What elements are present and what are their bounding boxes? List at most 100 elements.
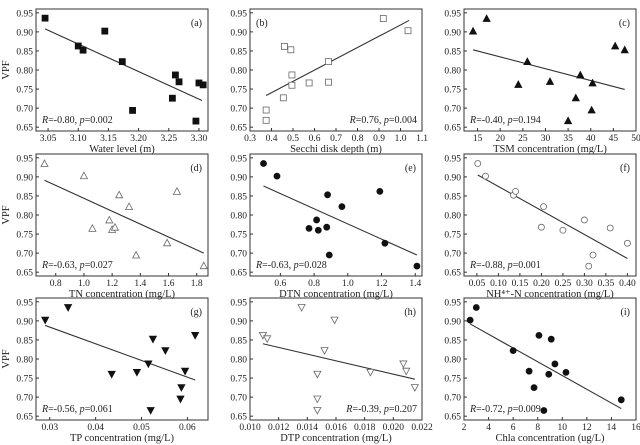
stat-value: = bbox=[352, 404, 358, 415]
stat-symbol: R bbox=[469, 404, 476, 415]
correlation-annotation: R=-0.63, p=0.028 bbox=[255, 260, 327, 271]
plot-frame bbox=[35, 8, 209, 132]
y-axis-label: VPF bbox=[1, 60, 12, 79]
data-point bbox=[161, 347, 170, 355]
y-tick-label: 0.65 bbox=[16, 413, 33, 423]
y-tick-label: 0.75 bbox=[16, 375, 33, 385]
x-tick-label: 15 bbox=[473, 134, 483, 144]
data-point bbox=[545, 77, 555, 85]
x-tick-label: 3.05 bbox=[40, 134, 57, 144]
stat-value: = bbox=[85, 404, 91, 415]
y-tick-label: 0.85 bbox=[444, 192, 461, 202]
x-tick-label: 0.018 bbox=[354, 423, 376, 433]
data-point bbox=[525, 367, 533, 375]
stat-value: = bbox=[85, 260, 91, 271]
stat-value: 0.027 bbox=[90, 260, 113, 271]
data-point bbox=[175, 78, 183, 86]
x-tick-label: 12 bbox=[582, 423, 592, 433]
data-point bbox=[617, 396, 625, 404]
x-tick-label: 1.4 bbox=[409, 279, 421, 289]
data-point bbox=[262, 116, 270, 124]
y-tick-label: 0.90 bbox=[444, 173, 461, 183]
panel-label: (f) bbox=[620, 163, 630, 174]
data-point bbox=[338, 203, 346, 211]
y-tick-label: 0.95 bbox=[444, 9, 461, 19]
data-point bbox=[199, 261, 208, 270]
stat-value: -0.63, bbox=[54, 260, 80, 271]
stat-value: = bbox=[299, 260, 305, 271]
x-tick-label: 16 bbox=[631, 423, 640, 433]
stat-value: -0.40, bbox=[482, 115, 508, 126]
y-tick-label: 0.70 bbox=[16, 250, 33, 260]
y-tick-label: 0.70 bbox=[444, 250, 461, 260]
y-tick-label: 0.90 bbox=[16, 317, 33, 327]
y-tick-label: 0.90 bbox=[230, 173, 247, 183]
data-point bbox=[74, 42, 82, 50]
data-point bbox=[110, 222, 120, 231]
y-tick-label: 0.85 bbox=[16, 336, 33, 346]
data-point bbox=[563, 116, 573, 125]
stat-value: 0.028 bbox=[304, 260, 327, 271]
y-tick-label: 0.85 bbox=[230, 47, 247, 57]
stat-symbol: R bbox=[255, 260, 262, 271]
stat-symbol: R bbox=[41, 115, 48, 126]
x-tick-label: 0.010 bbox=[239, 423, 261, 433]
stat-symbol: p bbox=[383, 115, 389, 126]
x-tick-label: 0.8 bbox=[352, 134, 364, 144]
stat-symbol: R bbox=[41, 260, 48, 271]
plot-frame bbox=[249, 297, 423, 421]
y-tick-label: 0.70 bbox=[16, 394, 33, 404]
data-point bbox=[168, 94, 176, 102]
data-point bbox=[279, 94, 287, 102]
data-point bbox=[379, 15, 387, 22]
y-tick-label: 0.95 bbox=[16, 9, 33, 19]
data-point bbox=[180, 367, 190, 376]
data-point bbox=[540, 203, 547, 211]
data-point bbox=[323, 223, 331, 231]
data-point bbox=[325, 78, 332, 86]
y-tick-label: 0.85 bbox=[444, 336, 461, 346]
y-tick-label: 0.65 bbox=[16, 269, 33, 279]
x-tick-label: 14 bbox=[607, 423, 617, 433]
data-point bbox=[376, 187, 384, 195]
stat-value: = bbox=[48, 260, 54, 271]
y-tick-label: 0.95 bbox=[230, 298, 247, 308]
x-tick-label: 0.014 bbox=[297, 423, 319, 433]
stat-value: = bbox=[389, 115, 395, 126]
data-point bbox=[192, 117, 200, 125]
data-point bbox=[330, 316, 339, 325]
y-tick-label: 0.80 bbox=[16, 356, 33, 366]
data-point bbox=[176, 395, 185, 404]
x-tick-label: 1.0 bbox=[395, 134, 407, 144]
y-tick-label: 0.85 bbox=[444, 47, 461, 57]
data-point bbox=[313, 370, 322, 379]
plot-frame bbox=[463, 297, 637, 421]
y-tick-label: 0.70 bbox=[230, 394, 247, 404]
data-point bbox=[482, 172, 489, 180]
data-point bbox=[177, 384, 186, 392]
data-point bbox=[107, 370, 116, 379]
y-tick-label: 0.70 bbox=[230, 250, 247, 260]
x-tick-label: 0.016 bbox=[325, 423, 347, 433]
x-tick-label: 1.0 bbox=[78, 279, 90, 289]
data-point bbox=[199, 81, 207, 89]
x-tick-label: 1.6 bbox=[163, 279, 175, 289]
data-point bbox=[101, 27, 109, 35]
x-tick-label: 3.30 bbox=[191, 134, 208, 144]
y-tick-label: 0.75 bbox=[444, 375, 461, 385]
x-tick-label: 30 bbox=[541, 134, 551, 144]
x-tick-label: 0.7 bbox=[330, 134, 342, 144]
x-tick-label: 0.6 bbox=[274, 279, 286, 289]
x-axis-label: Chla concentration (ug/L) bbox=[495, 433, 605, 444]
x-tick-label: 0.15 bbox=[512, 279, 529, 289]
data-point bbox=[63, 304, 73, 312]
data-point bbox=[320, 347, 329, 355]
data-point bbox=[313, 216, 321, 224]
data-point bbox=[472, 304, 480, 311]
y-tick-label: 0.75 bbox=[230, 375, 247, 385]
y-tick-label: 0.75 bbox=[444, 231, 461, 241]
data-point bbox=[562, 368, 570, 376]
y-tick-label: 0.80 bbox=[444, 212, 461, 222]
data-point bbox=[262, 106, 270, 114]
y-tick-label: 0.65 bbox=[16, 124, 33, 134]
